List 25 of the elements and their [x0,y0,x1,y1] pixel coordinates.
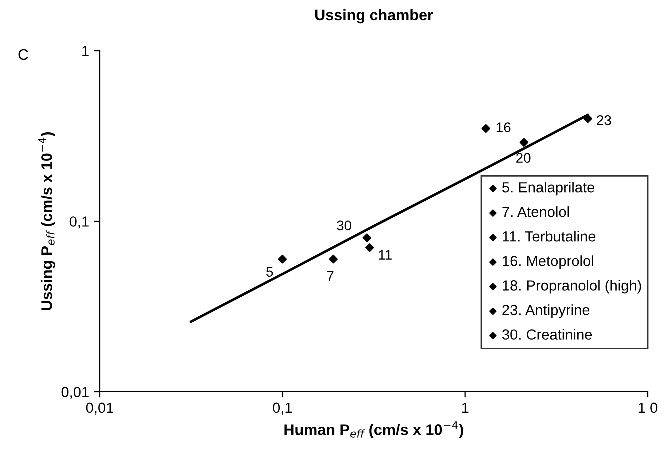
text: C [18,49,28,60]
x-tick-label: 0,01 [86,402,114,415]
legend-label: 23. Antipyrine [502,304,590,318]
legend-label: 18. Propranolol (high) [503,280,642,294]
annotation: 20 [516,153,531,164]
legend-label: 5. Enalaprilate [502,182,595,196]
annotation: 16 [496,122,511,132]
legend-label: 7. Atenolol [502,206,570,218]
y-tick-label: 0,1 [70,216,89,229]
x-axis-title: Human P$_{eff}$ (cm/s x 10$^{−4}$) [284,422,464,438]
legend-label: 30. Creatinine [502,329,592,340]
annotation: 23 [597,116,612,126]
annotation: 7 [327,271,334,281]
x-tick-label: 1 0 [638,402,658,414]
legend-label: 11. Terbutaline [503,231,596,242]
y-tick-label: 1 [82,46,89,56]
annotation: 11 [379,250,392,260]
chart-title: Ussing chamber [315,9,434,24]
annotation: 30 [337,220,352,231]
y-axis-title: Ussing P$_{eff}$ (cm/s x 10$^{−4}$) [38,132,56,310]
y-tick-label: 0,01 [62,387,89,400]
x-tick-label: 1 [462,402,469,413]
legend-label: 16. Metoprolol [503,256,594,270]
annotation: 5 [266,267,274,277]
x-tick-label: 0,1 [273,402,292,415]
